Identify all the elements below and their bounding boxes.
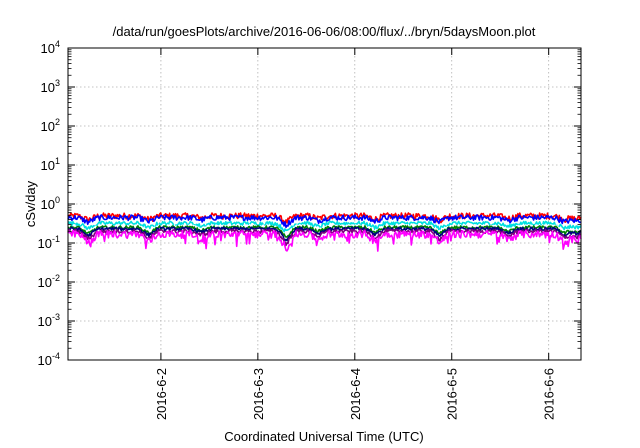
y-axis-label: cSv/day [23, 180, 38, 227]
y-tick-label: 104 [41, 39, 60, 56]
x-tick-label: 2016-6-3 [251, 368, 266, 420]
series-line-1 [67, 214, 582, 229]
x-tick-label: 2016-6-4 [348, 368, 363, 420]
axis-ticks [68, 47, 581, 361]
chart-title: /data/run/goesPlots/archive/2016-06-06/0… [113, 24, 536, 39]
series-line-2 [67, 220, 582, 233]
series-line-6 [67, 228, 582, 247]
y-tick-label: 10-1 [38, 234, 60, 251]
y-tick-label: 102 [41, 117, 60, 134]
y-tick-label: 10-2 [38, 273, 60, 290]
y-tick-labels: 10-4 10-3 10-2 10-1 100 101 102 103 104 [38, 39, 60, 368]
series-lines [67, 212, 582, 252]
x-tick-label: 2016-6-6 [542, 368, 557, 420]
grid-lines [68, 48, 581, 360]
x-tick-label: 2016-6-5 [445, 368, 460, 420]
series-line-0 [67, 212, 582, 225]
y-tick-label: 101 [41, 156, 60, 173]
x-axis-label: Coordinated Universal Time (UTC) [224, 429, 423, 444]
y-tick-label: 100 [41, 195, 60, 212]
series-line-7 [67, 229, 582, 252]
y-tick-label: 10-4 [38, 351, 60, 368]
y-tick-label: 10-3 [38, 312, 60, 329]
x-tick-labels: 2016-6-2 2016-6-3 2016-6-4 2016-6-5 2016-6-6 [154, 368, 557, 420]
y-tick-label: 103 [41, 78, 60, 95]
x-tick-label: 2016-6-2 [154, 368, 169, 420]
